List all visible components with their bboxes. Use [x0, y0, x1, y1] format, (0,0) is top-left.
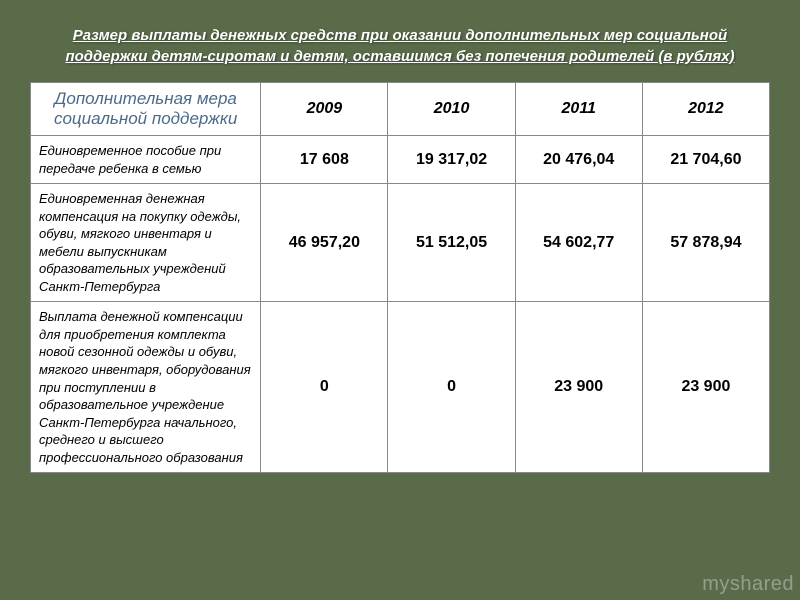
- row-0-val-2: 20 476,04: [515, 136, 642, 184]
- slide-title: Размер выплаты денежных средств при оказ…: [0, 0, 800, 82]
- row-0-label: Единовременное пособие при передаче ребе…: [31, 136, 261, 184]
- table-row: Единовременное пособие при передаче ребе…: [31, 136, 770, 184]
- row-1-label: Единовременная денежная компенсация на п…: [31, 184, 261, 302]
- row-0-val-0: 17 608: [261, 136, 388, 184]
- table-row: Единовременная денежная компенсация на п…: [31, 184, 770, 302]
- table-header-row: Дополнительная мера социальной поддержки…: [31, 83, 770, 136]
- header-year-2: 2011: [515, 83, 642, 136]
- header-year-0: 2009: [261, 83, 388, 136]
- header-year-3: 2012: [642, 83, 769, 136]
- row-2-val-3: 23 900: [642, 302, 769, 473]
- header-measure: Дополнительная мера социальной поддержки: [31, 83, 261, 136]
- row-1-val-2: 54 602,77: [515, 184, 642, 302]
- row-2-val-1: 0: [388, 302, 515, 473]
- header-year-1: 2010: [388, 83, 515, 136]
- row-2-val-0: 0: [261, 302, 388, 473]
- row-1-val-1: 51 512,05: [388, 184, 515, 302]
- watermark: myshared: [702, 573, 794, 596]
- row-0-val-3: 21 704,60: [642, 136, 769, 184]
- row-0-val-1: 19 317,02: [388, 136, 515, 184]
- row-2-label: Выплата денежной компенсации для приобре…: [31, 302, 261, 473]
- table-row: Выплата денежной компенсации для приобре…: [31, 302, 770, 473]
- row-2-val-2: 23 900: [515, 302, 642, 473]
- payments-table: Дополнительная мера социальной поддержки…: [30, 82, 770, 473]
- row-1-val-0: 46 957,20: [261, 184, 388, 302]
- row-1-val-3: 57 878,94: [642, 184, 769, 302]
